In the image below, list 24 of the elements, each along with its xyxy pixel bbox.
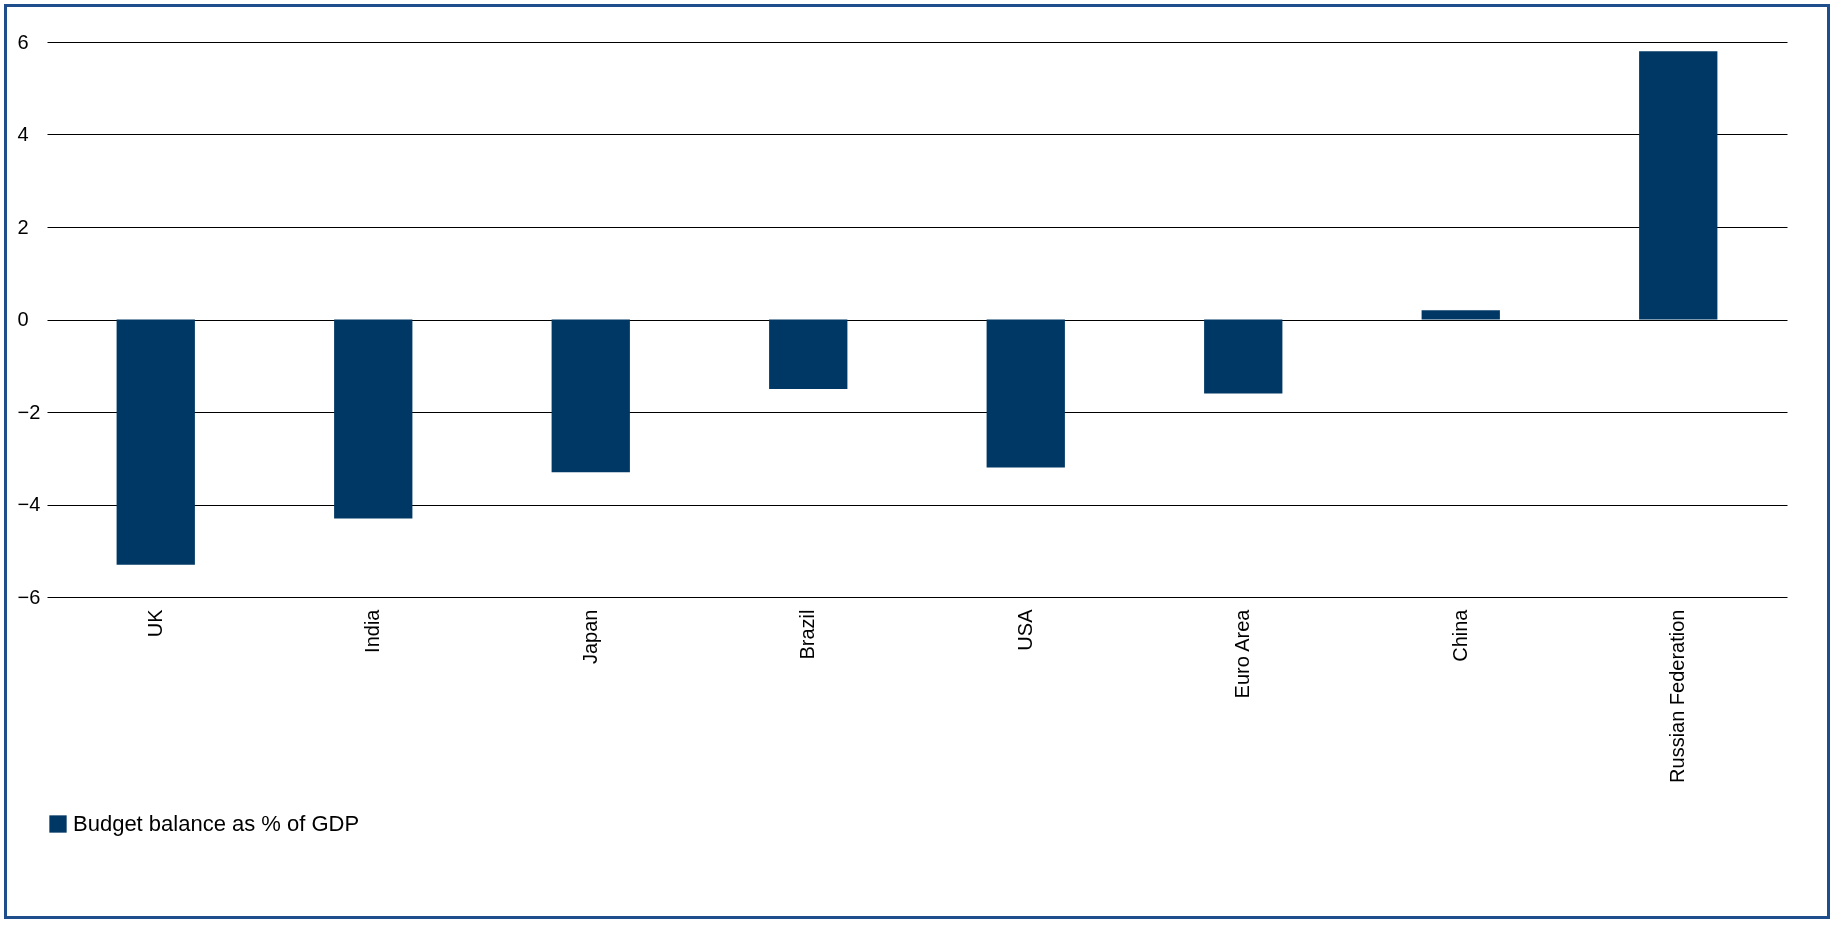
x-tick-label: Euro Area <box>1231 608 1254 699</box>
bar <box>1204 319 1283 394</box>
y-tick-label: 4 <box>17 123 29 145</box>
bar <box>551 319 630 473</box>
x-tick-label: India <box>361 608 384 653</box>
y-tick-label: −6 <box>17 585 41 608</box>
x-tick-label: Japan <box>578 609 601 664</box>
y-tick-label: −2 <box>17 400 41 423</box>
y-tick-label: −4 <box>17 493 41 515</box>
y-tick-label: 2 <box>17 215 29 238</box>
bar <box>1639 51 1718 320</box>
x-tick-label: Russian Federation <box>1666 609 1689 783</box>
x-tick-label: UK <box>143 608 166 638</box>
bar <box>769 319 848 389</box>
x-tick-label: Brazil <box>796 609 819 660</box>
bar <box>116 319 195 565</box>
y-tick-label: 0 <box>17 308 29 330</box>
bar <box>1421 310 1500 320</box>
bar <box>334 319 413 519</box>
bar <box>986 319 1065 468</box>
x-tick-label: USA <box>1013 608 1036 651</box>
y-tick-label: 6 <box>17 30 29 53</box>
x-tick-label: China <box>1448 608 1471 662</box>
legend-label: Budget balance as % of GDP <box>73 811 360 836</box>
